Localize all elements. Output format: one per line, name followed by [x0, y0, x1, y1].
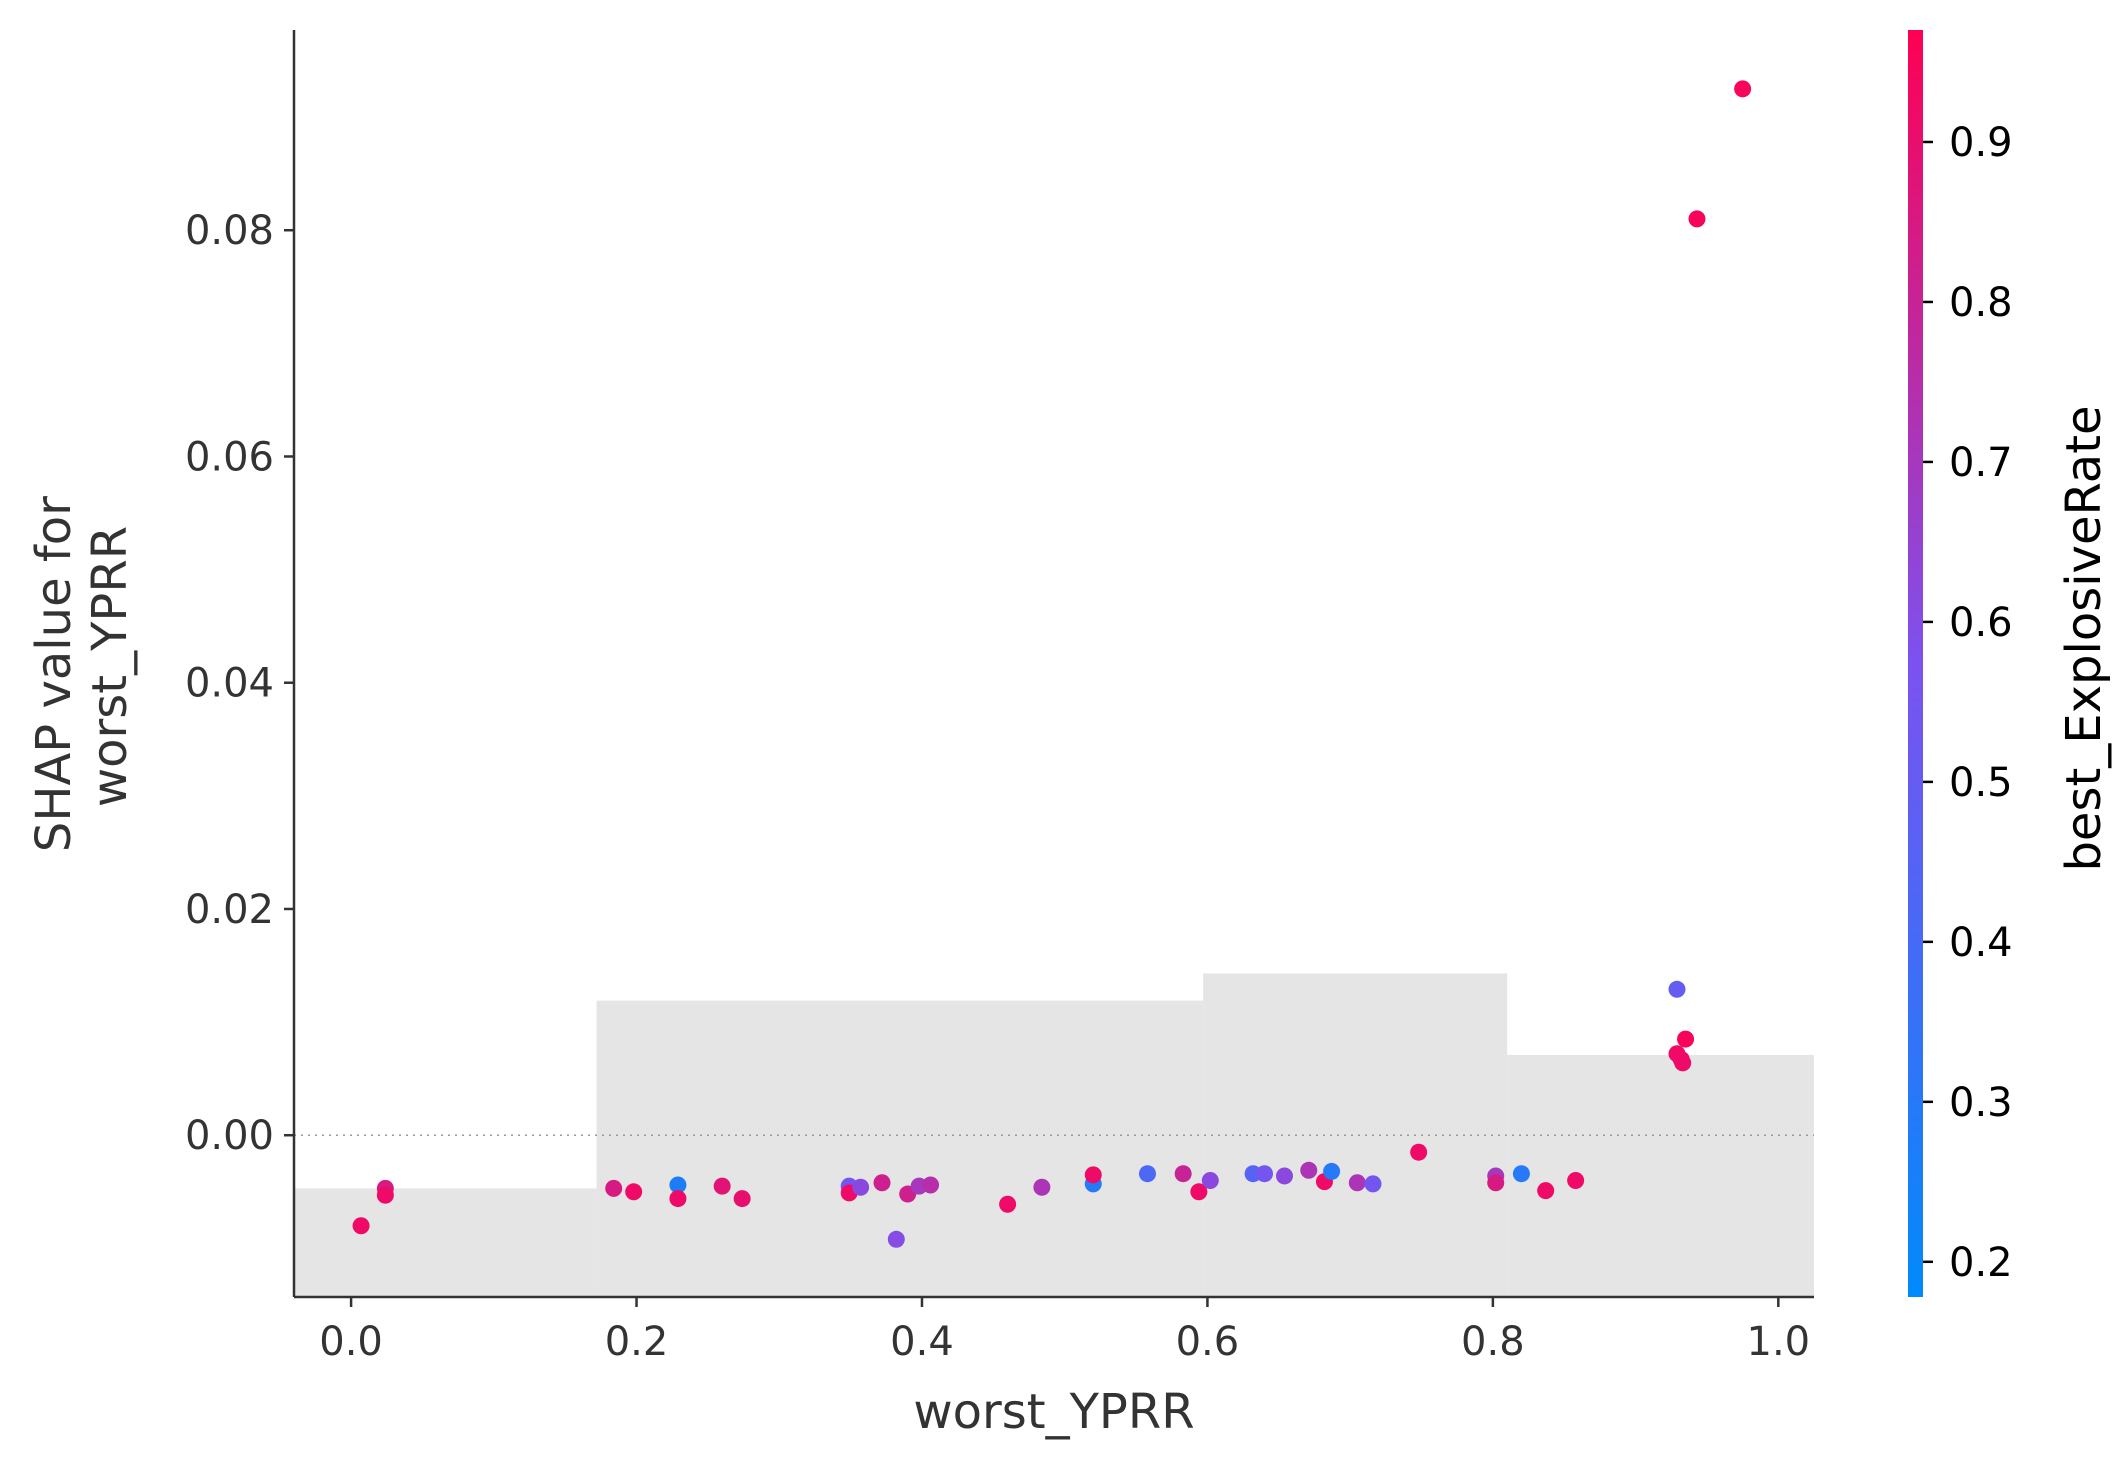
data-point-20 — [1084, 1166, 1102, 1184]
x-tick-label-3: 0.6 — [1176, 1319, 1240, 1365]
data-point-8 — [733, 1190, 751, 1208]
colorbar-title: best_ExplosiveRate — [2056, 405, 2112, 871]
y-axis-ticks: 0.00 0.02 0.04 0.06 0.08 — [185, 208, 294, 1159]
data-point-2 — [376, 1186, 394, 1204]
y-axis-title: SHAP value for worst_YPRR — [26, 481, 138, 852]
data-point-5 — [669, 1176, 687, 1194]
y-tick-label-1: 0.02 — [185, 887, 274, 933]
colorbar-tick-label-1: 0.3 — [1949, 1080, 2013, 1126]
data-point-42 — [1674, 1054, 1692, 1072]
histogram-bar-1 — [596, 1000, 1204, 1297]
data-point-12 — [873, 1174, 891, 1192]
x-axis-title: worst_YPRR — [913, 1384, 1194, 1440]
y-axis-title-line-2: worst_YPRR — [82, 526, 138, 807]
x-tick-label-1: 0.2 — [605, 1319, 669, 1365]
y-tick-label-2: 0.04 — [185, 661, 274, 707]
data-point-0 — [352, 1217, 370, 1235]
histogram-bar-0 — [294, 1188, 597, 1297]
data-point-18 — [1033, 1178, 1051, 1196]
colorbar-tick-label-2: 0.4 — [1949, 920, 2013, 966]
data-point-27 — [1275, 1167, 1293, 1185]
data-point-30 — [1323, 1162, 1341, 1180]
data-point-44 — [1688, 210, 1706, 228]
data-point-35 — [1487, 1174, 1505, 1192]
data-point-6 — [669, 1190, 687, 1208]
y-tick-label-0: 0.00 — [185, 1113, 274, 1159]
data-point-37 — [1537, 1182, 1555, 1200]
colorbar — [1908, 30, 1923, 1297]
colorbar-tick-label-4: 0.6 — [1949, 600, 2013, 646]
data-point-3 — [605, 1179, 623, 1197]
x-tick-label-4: 0.8 — [1461, 1319, 1525, 1365]
colorbar-tick-label-5: 0.7 — [1949, 440, 2013, 486]
data-point-11 — [852, 1178, 870, 1196]
data-point-16 — [922, 1176, 940, 1194]
x-axis-ticks: 0.0 0.2 0.4 0.6 0.8 1.0 — [319, 1297, 1810, 1365]
data-point-33 — [1410, 1143, 1428, 1161]
data-point-26 — [1256, 1165, 1274, 1183]
data-point-21 — [1138, 1165, 1156, 1183]
data-point-28 — [1300, 1161, 1318, 1179]
data-point-17 — [999, 1195, 1017, 1213]
colorbar-tick-label-6: 0.8 — [1949, 280, 2013, 326]
colorbar-tick-label-3: 0.5 — [1949, 760, 2013, 806]
axes — [292, 30, 1814, 1299]
data-point-13 — [887, 1230, 905, 1248]
data-point-36 — [1512, 1165, 1530, 1183]
colorbar-tick-label-0: 0.2 — [1949, 1240, 2013, 1286]
x-tick-label-0: 0.0 — [319, 1319, 383, 1365]
x-tick-label-2: 0.4 — [890, 1319, 954, 1365]
y-tick-label-3: 0.06 — [185, 434, 274, 480]
data-point-24 — [1201, 1171, 1219, 1189]
data-point-4 — [625, 1183, 643, 1201]
colorbar-tick-label-7: 0.9 — [1949, 120, 2013, 166]
data-point-23 — [1190, 1183, 1208, 1201]
histogram-bar-3 — [1507, 1054, 1814, 1297]
data-point-39 — [1668, 980, 1686, 998]
scatter-points — [352, 80, 1752, 1248]
data-point-31 — [1348, 1174, 1366, 1192]
data-point-38 — [1567, 1171, 1585, 1189]
histogram-bar-2 — [1203, 973, 1508, 1297]
x-tick-label-5: 1.0 — [1747, 1319, 1811, 1365]
data-point-45 — [1734, 80, 1752, 98]
y-tick-label-4: 0.08 — [185, 208, 274, 254]
data-point-32 — [1364, 1175, 1382, 1193]
data-point-22 — [1174, 1165, 1192, 1183]
histogram-background — [294, 973, 1814, 1297]
data-point-7 — [713, 1177, 731, 1195]
y-axis-title-line-1: SHAP value for — [26, 496, 82, 852]
colorbar-ticks: 0.2 0.3 0.4 0.5 0.6 0.7 0.8 0.9 — [1923, 120, 2013, 1286]
data-point-43 — [1677, 1030, 1695, 1048]
